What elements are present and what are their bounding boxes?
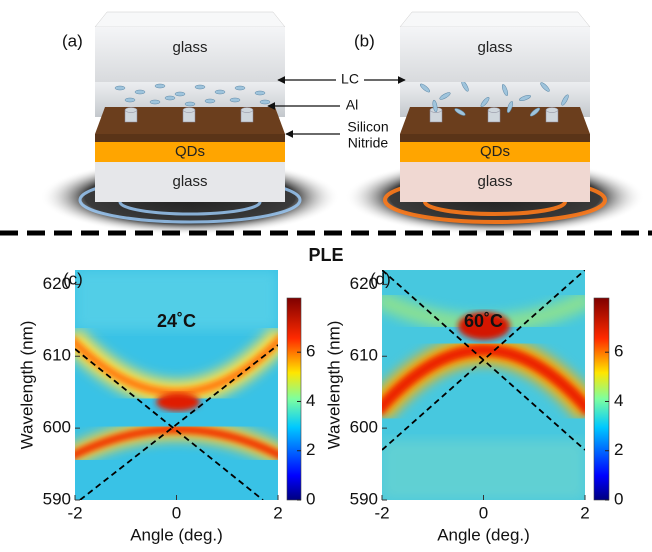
colorbar-tick-label: 0 [306,489,315,508]
y-axis-label: Wavelength (nm) [17,321,36,450]
y-axis-label: Wavelength (nm) [324,321,343,450]
annotation: Nitride [348,135,389,151]
annotation: 60˚C [464,311,503,331]
annotation: LC [341,71,359,87]
panel-label: (a) [62,31,83,50]
y-tick-label: 610 [350,346,378,365]
colorbar-tick-label: 6 [614,342,623,361]
annotation: Silicon [347,119,388,135]
y-tick-label: 600 [43,418,71,437]
panel-label: (c) [63,269,83,288]
colorbar-tick-label: 6 [306,342,315,361]
x-axis-label: Angle (deg.) [130,525,223,544]
x-axis-label: Angle (deg.) [437,525,530,544]
colorbar [594,298,609,500]
panel-label: (b) [354,31,375,50]
y-tick-label: 590 [350,489,378,508]
x-tick-label: 0 [479,503,488,522]
layer-label: glass [477,39,512,56]
x-tick-label: 2 [580,503,589,522]
heatmap [377,270,590,500]
annotation: Al [346,97,358,113]
colorbar-tick-label: 4 [306,391,315,410]
colorbar [287,298,301,500]
panel-label: (d) [370,269,391,288]
x-tick-label: 0 [172,503,181,522]
layer-label: glass [477,173,512,190]
y-tick-label: 610 [43,346,71,365]
colorbar-tick-label: 2 [614,440,623,459]
section-title: PLE [308,245,343,265]
y-tick-label: 590 [43,489,71,508]
x-tick-label: 2 [273,503,282,522]
colorbar-tick-label: 0 [614,489,623,508]
layer-label: glass [172,173,207,190]
colorbar-tick-label: 2 [306,440,315,459]
heatmap [70,270,283,500]
figure: (a) glass QDs glass (b) glass QDs glass … [0,0,652,552]
annotation: 24˚C [157,311,196,331]
y-tick-label: 600 [350,418,378,437]
layer-label: QDs [175,143,205,160]
colorbar-tick-label: 4 [614,391,623,410]
layer-label: QDs [480,143,510,160]
layer-label: glass [172,39,207,56]
